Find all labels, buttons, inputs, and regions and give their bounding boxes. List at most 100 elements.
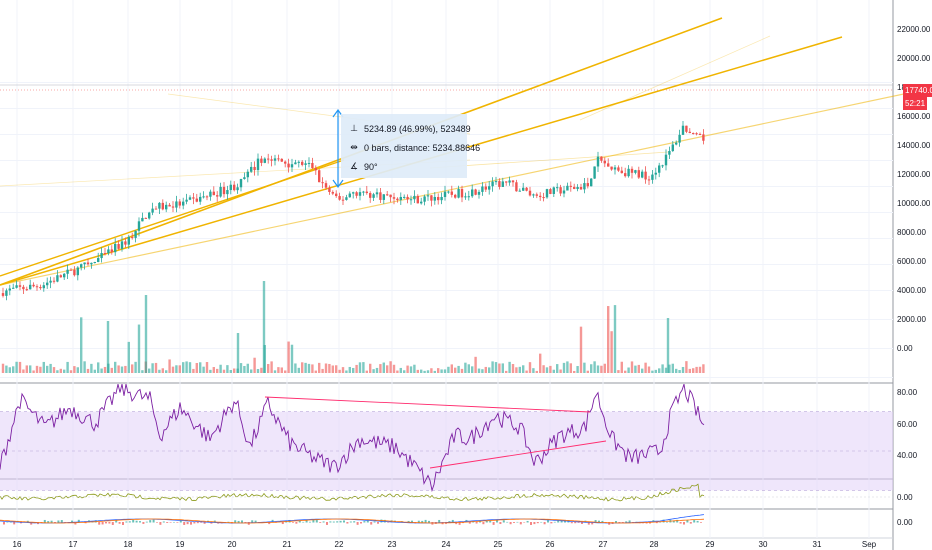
candle-body [236,187,239,191]
candle-body [535,194,538,196]
candle-body [73,269,76,276]
macd-histogram-bar [451,519,454,523]
macd-histogram-bar [241,520,243,523]
volume-bar [661,364,664,373]
volume-bar [491,361,494,373]
candle-body [481,186,484,192]
macd-histogram-bar [326,522,328,525]
volume-bar [25,365,28,373]
candle-body [569,185,572,187]
time-axis-label: 16 [13,540,22,549]
candle-body [692,133,695,135]
macd-histogram-bar [492,522,495,525]
candle-body [318,170,321,183]
price-axis-label: 22000.00 [897,25,931,34]
macd-histogram-bar [176,522,179,523]
volume-bar [535,370,538,373]
candle-body [212,191,215,196]
macd-histogram-bar [254,520,257,523]
macd-histogram-bar [543,522,546,525]
macd-histogram-bar [689,522,692,524]
macd-histogram-bar [298,520,301,523]
volume-bar [583,362,586,373]
candle-body [5,290,8,296]
macd-histogram-bar [417,520,420,523]
candle-body [471,189,474,197]
volume-bar [256,369,260,373]
candle-body [460,188,464,198]
volume-bar [86,368,90,373]
macd-histogram-bar [305,519,308,523]
candle-body [661,165,664,167]
macd-histogram-bar [135,520,138,523]
macd-histogram-bar [43,519,46,523]
macd-histogram-bar [370,522,373,525]
candle-body [66,269,69,274]
macd-histogram-bar [309,521,311,523]
rsi-pane [0,383,893,493]
macd-histogram-bar [329,521,332,523]
volume-bar [620,361,623,373]
volume-bar [409,366,413,373]
candle-body [379,192,382,200]
macd-histogram-bar [322,521,325,523]
volume-bar [522,365,525,373]
macd-histogram-bar [349,521,352,523]
volume-bar [226,365,229,373]
volume-bar [273,370,277,373]
candle-body [273,158,277,161]
volume-bar [1,363,5,373]
macd-histogram-bar [649,522,651,524]
candle-body [335,193,338,197]
volume-bar [161,368,164,373]
volume-bar [341,367,345,373]
volume-bar [596,365,600,373]
candle-body [630,168,634,173]
volume-bar [369,363,372,373]
candle-body [372,194,375,198]
volume-bar [396,370,399,373]
macd-histogram-bar [139,521,141,523]
volume-bar [695,366,698,373]
time-axis[interactable]: 16 17 18 19 20 21 22 23 24 25 26 27 28 29 30 31 Sep [13,540,877,549]
candle-body [114,243,117,253]
macd-histogram-bar [513,522,515,523]
candle-body [678,134,681,143]
volume-bar [83,361,86,373]
macd-histogram-bar [557,519,560,523]
macd-histogram-bar [108,522,111,524]
candle-body [430,195,433,201]
volume-bar [457,365,460,373]
volume-bar [199,362,202,373]
candle-body [287,163,290,168]
candle-body [188,197,192,200]
macd-histogram-bar [601,520,604,523]
time-axis-label: 24 [442,540,451,549]
macd-histogram-bar [159,522,162,525]
volume-bar [348,366,351,373]
candle-body [12,287,15,289]
volume-bar [39,366,42,373]
macd-histogram-bar [50,520,53,523]
candle-body [229,184,232,191]
macd-histogram-bar [292,522,294,523]
volume-bar [556,364,559,373]
volume-bar [158,369,161,373]
volume-bar [358,362,362,373]
candle-body [610,166,613,170]
macd-histogram-bar [547,520,549,523]
candle-body [239,179,243,188]
candle-body [137,221,141,231]
candle-body [508,180,511,183]
measure-range-row: ⊥ 5234.89 (46.99%), 523489 [349,123,471,134]
candle-body [539,195,542,198]
candle-body [634,170,637,173]
volume-bar [430,368,433,373]
volume-bar [403,370,406,373]
candle-body [562,190,566,194]
candle-body [685,125,688,132]
macd-histogram-bar [281,522,284,525]
macd-histogram-bar [679,522,682,524]
candle-body [474,189,477,195]
